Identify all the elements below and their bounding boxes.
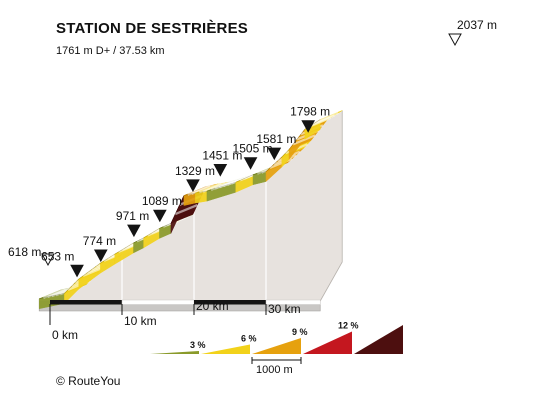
page-subtitle: 1761 m D+ / 37.53 km (56, 45, 165, 57)
elevation-marker-icon (41, 253, 55, 267)
x-axis: 0 km 10 km 20 km 30 km (49, 299, 321, 342)
axis-bar (50, 300, 122, 305)
elevation-marker-label: 618 m (8, 245, 41, 259)
legend-swatch (303, 331, 352, 354)
elevation-marker-icon (301, 120, 316, 133)
legend-label: 12 % (338, 321, 359, 331)
profile-front-outline (39, 119, 321, 300)
elevation-marker-label: 1089 m (142, 194, 182, 208)
legend-swatch (201, 344, 250, 354)
elevation-marker-label: 1798 m (290, 105, 330, 119)
elevation-marker-label: 653 m (41, 249, 74, 263)
axis-tick-label: 10 km (124, 314, 157, 328)
axis-bar-light (265, 299, 321, 305)
legend-label: 3 % (190, 340, 206, 350)
profile-stripe (191, 183, 215, 195)
elevation-marker-icon (70, 264, 84, 278)
elevation-marker-icon (243, 157, 258, 170)
legend-label: 6 % (241, 334, 257, 344)
legend-swatch (252, 338, 301, 354)
profile-stripe (202, 181, 226, 193)
legend-swatch (354, 325, 403, 354)
axis-tick-label: 30 km (268, 302, 301, 316)
elevation-marker-label: 1451 m (202, 149, 242, 163)
elevation-marker-label: 2037 m (457, 18, 497, 32)
profile-stripe (315, 111, 339, 123)
elevation-marker-icon (127, 224, 141, 238)
axis-bar-light (121, 299, 195, 305)
axis-bar (194, 300, 266, 305)
elevation-marker-label: 1329 m (175, 164, 215, 178)
profile-stripe (174, 204, 198, 216)
legend-scale-label: 1000 m (256, 364, 293, 376)
elevation-marker-icon (93, 249, 108, 263)
legend-label: 9 % (292, 327, 308, 337)
profile-side-edge (319, 110, 343, 302)
elevation-marker-icon (448, 33, 462, 47)
profile-side-face (39, 110, 343, 302)
legend-swatch (150, 351, 199, 354)
axis-tick-label: 20 km (196, 299, 229, 313)
profile-stripe (292, 134, 316, 146)
elevation-marker-label: 971 m (116, 209, 149, 223)
axis-tick-label: 0 km (52, 328, 78, 342)
elevation-marker-icon (152, 209, 167, 223)
gradient-legend: 3 % 6 % 9 % 12 % 1000 m (150, 321, 403, 376)
elevation-marker-label: 1581 m (256, 132, 296, 146)
elevation-marker-label: 774 m (83, 234, 116, 248)
elevation-marker-icon (186, 179, 200, 192)
page-title: STATION DE SESTRIÈRES (56, 20, 249, 37)
copyright-notice: © RouteYou (56, 374, 121, 388)
elevation-marker-icon (267, 147, 282, 161)
elevation-marker-icon (213, 164, 228, 177)
elevation-marker-label: 1505 m (233, 142, 273, 156)
